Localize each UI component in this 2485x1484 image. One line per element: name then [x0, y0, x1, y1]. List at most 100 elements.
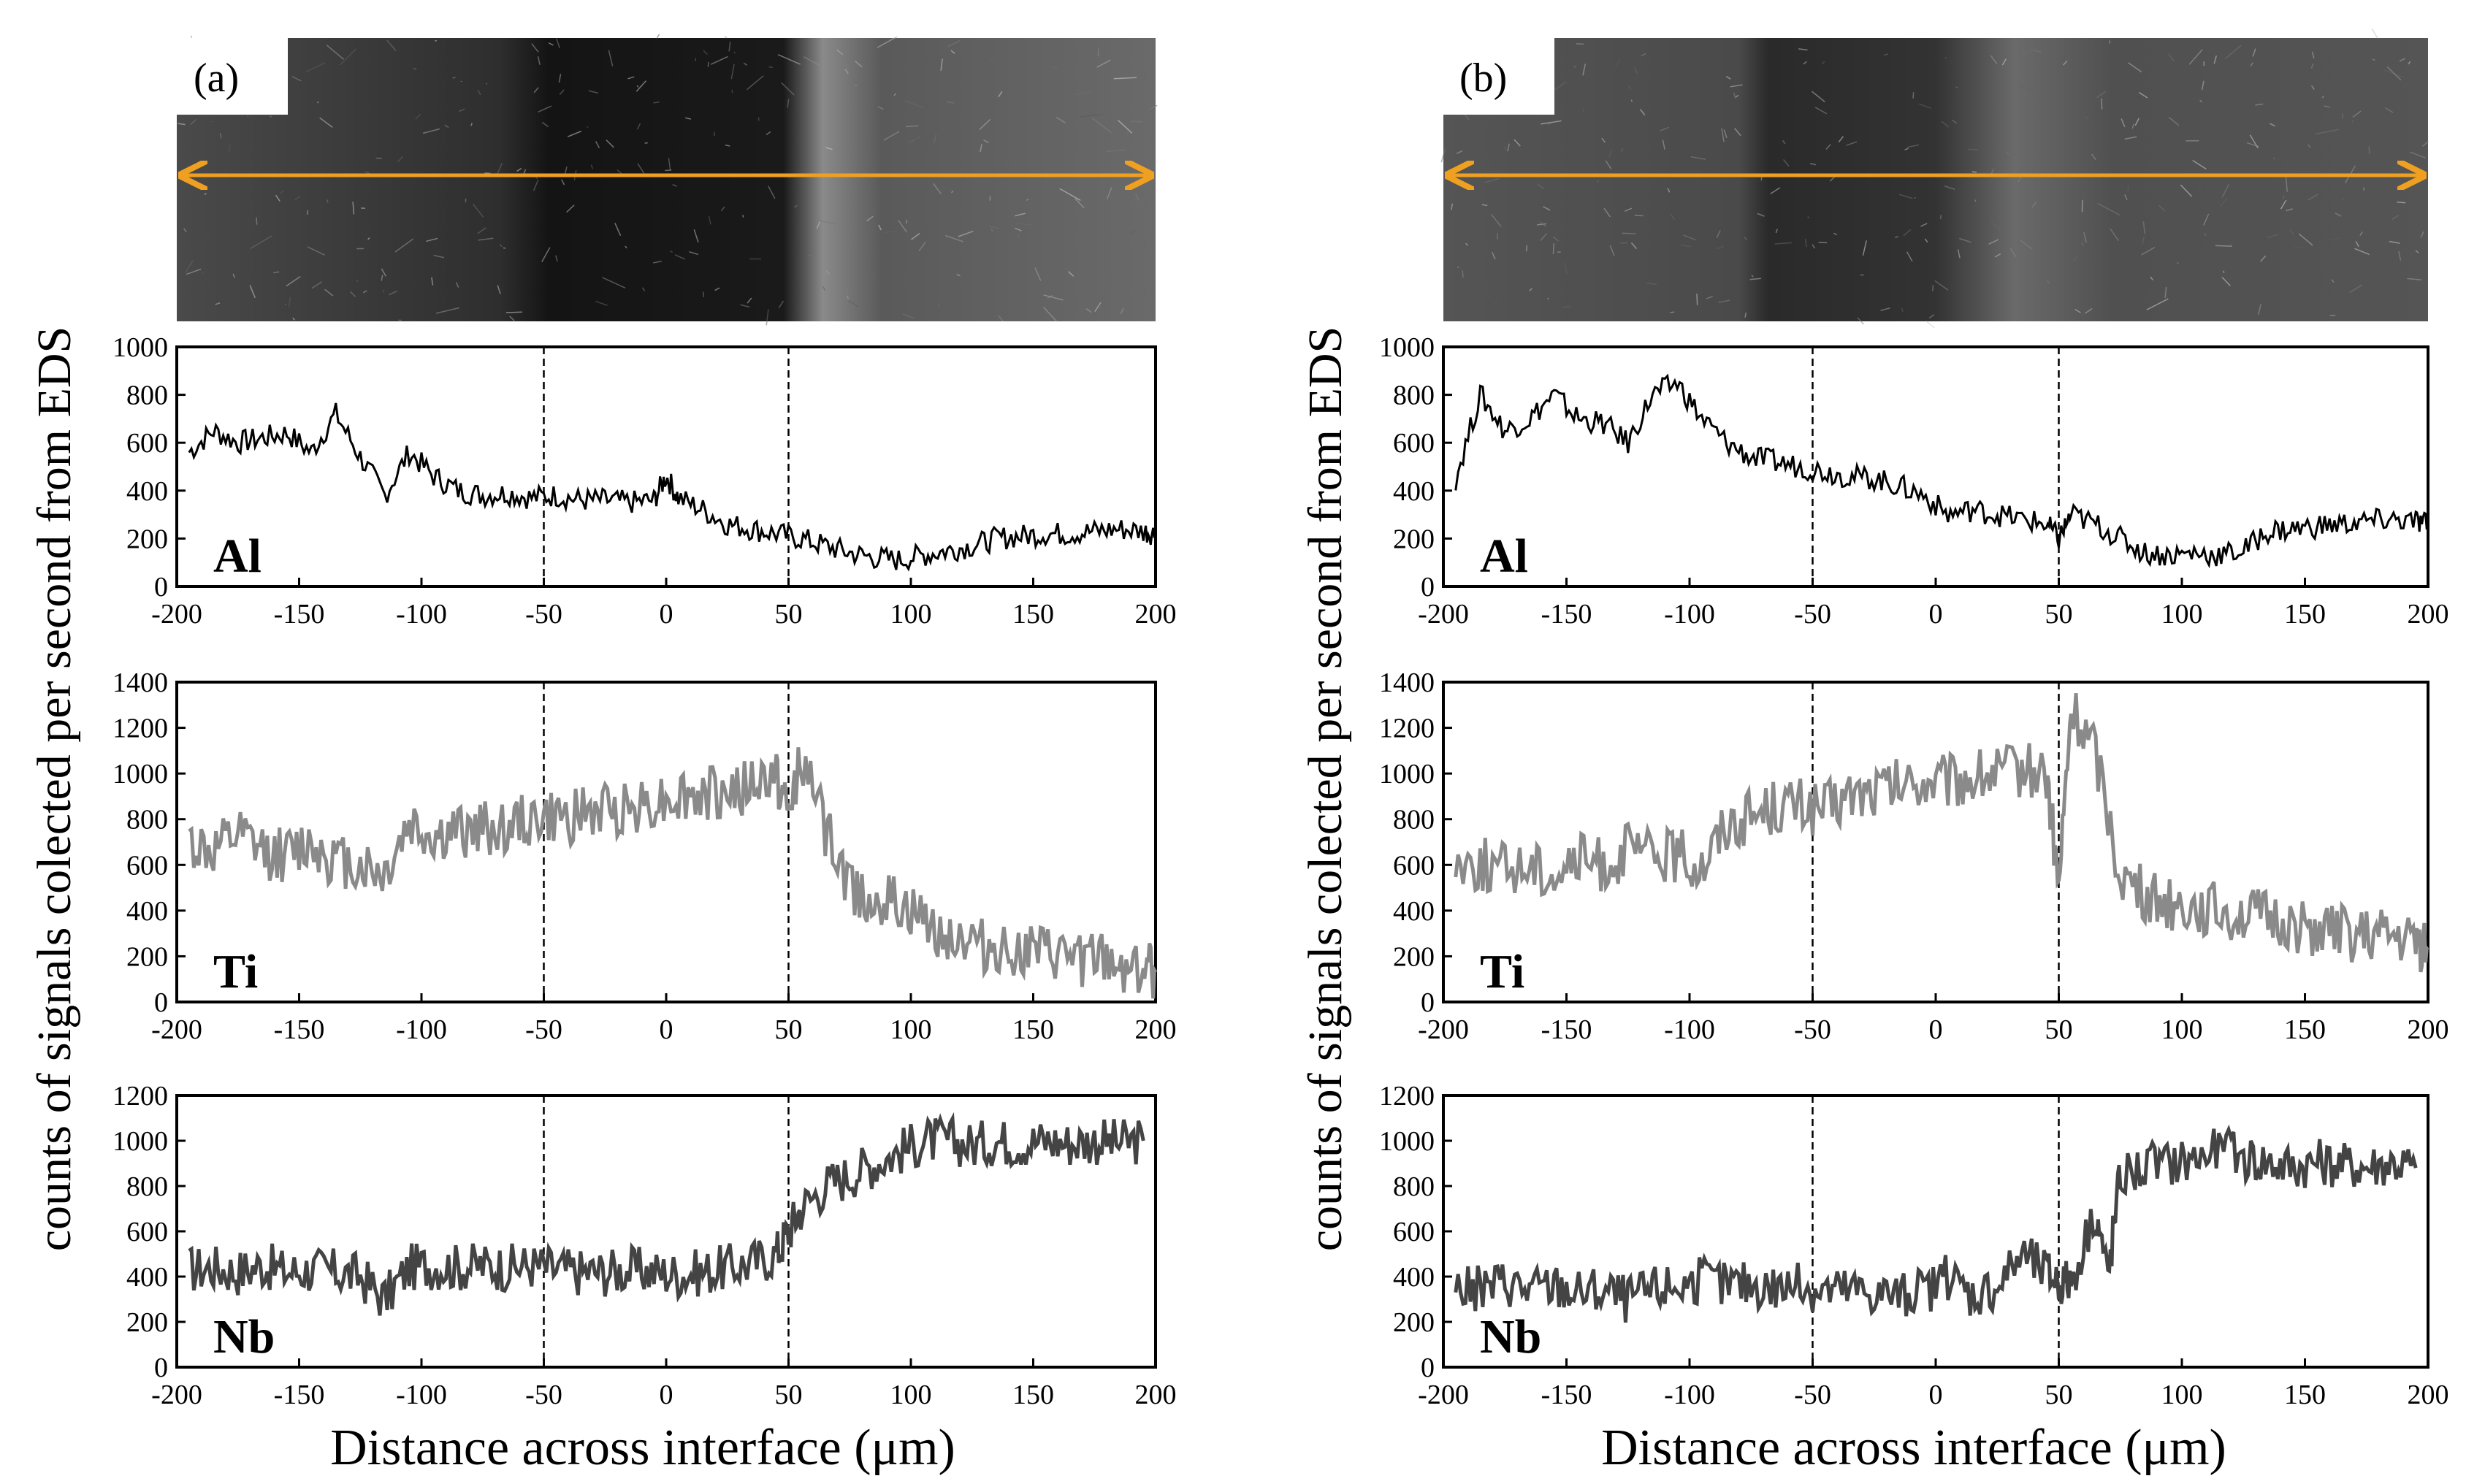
y-tick-label: 400	[126, 896, 168, 927]
y-tick-label: 1200	[1379, 1081, 1435, 1112]
x-tick-label: -150	[1541, 599, 1592, 630]
series-line-ti	[188, 747, 1158, 999]
panel-letter-box	[177, 38, 288, 115]
x-tick-label: 0	[1929, 1380, 1943, 1410]
y-tick-label: 0	[1421, 572, 1435, 603]
x-tick-label: 150	[1012, 1380, 1054, 1410]
element-label: Nb	[213, 1310, 275, 1363]
y-tick-label: 200	[126, 1307, 168, 1338]
x-tick-label: 200	[1135, 599, 1177, 630]
x-tick-label: 0	[660, 1380, 673, 1410]
element-label: Ti	[1480, 945, 1524, 998]
x-tick-label: -200	[1418, 1380, 1469, 1410]
x-tick-label: 150	[2284, 599, 2326, 630]
x-tick-label: 150	[2284, 1014, 2326, 1045]
y-tick-label: 0	[154, 987, 168, 1018]
x-tick-label: -50	[525, 599, 562, 630]
x-tick-label: 200	[1135, 1014, 1177, 1045]
y-tick-label: 1400	[112, 668, 168, 698]
y-tick-label: 1000	[1379, 759, 1435, 789]
x-tick-label: -150	[1541, 1380, 1592, 1410]
x-tick-label: 200	[2408, 599, 2449, 630]
y-tick-label: 200	[1393, 524, 1435, 554]
y-tick-label: 800	[1393, 805, 1435, 835]
x-axis-label-a: Distance across interface (μm)	[330, 1420, 955, 1476]
y-tick-label: 400	[126, 476, 168, 507]
x-tick-label: -200	[151, 1380, 202, 1410]
x-tick-label: -100	[1664, 1014, 1715, 1045]
y-tick-label: 800	[126, 805, 168, 835]
x-tick-label: -100	[1664, 599, 1715, 630]
y-tick-label: 0	[154, 572, 168, 603]
element-label: Al	[213, 529, 262, 583]
x-tick-label: -150	[1541, 1014, 1592, 1045]
y-tick-label: 1200	[112, 714, 168, 744]
y-tick-label: 600	[1393, 1217, 1435, 1247]
x-tick-label: 50	[775, 599, 803, 630]
sem-micrograph: (b)	[1440, 28, 2429, 329]
panel-letter-box	[1443, 38, 1554, 115]
y-tick-label: 400	[126, 1262, 168, 1293]
x-tick-label: 0	[1929, 1014, 1943, 1045]
y-tick-label: 1000	[1379, 1126, 1435, 1157]
plot-frame	[1442, 1094, 2429, 1369]
x-tick-label: 150	[2284, 1380, 2326, 1410]
x-tick-label: 150	[1012, 1014, 1054, 1045]
x-tick-label: -100	[1664, 1380, 1715, 1410]
y-tick-label: 800	[126, 1171, 168, 1202]
x-axis-label-b: Distance across interface (μm)	[1601, 1420, 2226, 1476]
x-tick-label: -200	[1418, 1014, 1469, 1045]
y-tick-label: 1000	[112, 759, 168, 789]
y-tick-label: 200	[126, 524, 168, 554]
y-tick-label: 1200	[112, 1081, 168, 1112]
series-line-ti	[1454, 693, 2429, 973]
y-tick-label: 1400	[1379, 668, 1435, 698]
x-tick-label: -50	[1794, 599, 1831, 630]
x-tick-label: -100	[396, 1380, 447, 1410]
x-tick-label: -150	[274, 1380, 325, 1410]
x-tick-label: 0	[660, 1014, 673, 1045]
x-tick-label: -150	[274, 1014, 325, 1045]
y-tick-label: 200	[126, 941, 168, 972]
x-tick-label: -50	[525, 1014, 562, 1045]
y-tick-label: 400	[1393, 1262, 1435, 1293]
y-tick-label: 600	[126, 850, 168, 881]
x-tick-label: 50	[2045, 599, 2073, 630]
plot-frame	[175, 1094, 1157, 1369]
y-axis-label-b: counts of signals colected per second fr…	[1299, 326, 1352, 1252]
x-tick-label: 50	[775, 1014, 803, 1045]
x-tick-label: 50	[775, 1380, 803, 1410]
x-tick-label: 200	[2408, 1014, 2449, 1045]
x-tick-label: -200	[1418, 599, 1469, 630]
series-line-al	[188, 402, 1157, 572]
element-label: Nb	[1480, 1310, 1541, 1363]
y-tick-label: 1000	[1379, 332, 1435, 363]
x-tick-label: 150	[1012, 599, 1054, 630]
y-tick-label: 1000	[112, 332, 168, 363]
x-tick-label: -200	[151, 599, 202, 630]
x-tick-label: -50	[525, 1380, 562, 1410]
y-tick-label: 1000	[112, 1126, 168, 1157]
y-tick-label: 0	[1421, 1353, 1435, 1383]
x-tick-label: -100	[396, 1014, 447, 1045]
y-tick-label: 800	[126, 380, 168, 411]
x-tick-label: 200	[2408, 1380, 2449, 1410]
series-line-nb	[188, 1112, 1145, 1316]
y-tick-label: 600	[1393, 850, 1435, 881]
y-tick-label: 0	[1421, 987, 1435, 1018]
panel-0: (a) 0 200 400 600 800 1000 -200 -150 -100 -50 0 50 10…	[112, 34, 1177, 1410]
x-tick-label: 100	[2161, 599, 2203, 630]
plot-al: 0 200 400 600 800 1000 -200 -150 -100 -50 0 50 100 15…	[1379, 332, 2449, 630]
sem-micrograph: (a)	[177, 34, 1158, 326]
y-tick-label: 200	[1393, 941, 1435, 972]
y-tick-label: 1200	[1379, 714, 1435, 744]
series-line-nb	[1454, 1124, 2418, 1323]
y-axis-label-a: counts of signals colected per second fr…	[28, 326, 81, 1252]
x-tick-label: -150	[274, 599, 325, 630]
plot-nb: 0 200 400 600 800 1000 1200 -200 -150 -100 -50 0 50 1…	[112, 1081, 1177, 1410]
y-tick-label: 200	[1393, 1307, 1435, 1338]
